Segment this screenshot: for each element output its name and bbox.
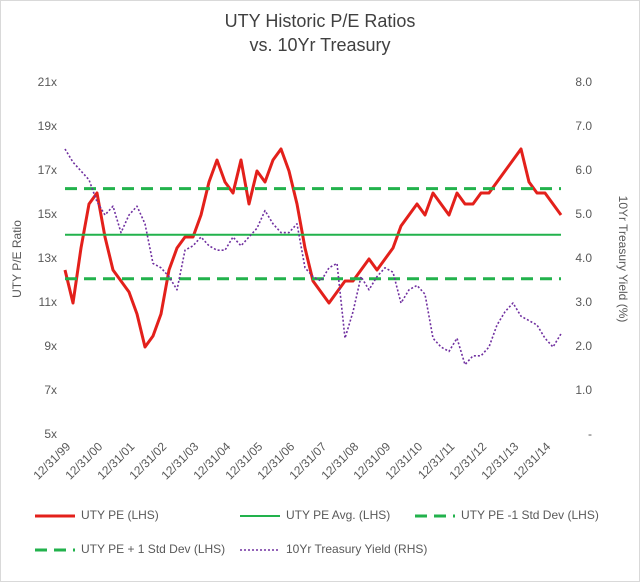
chart-subtitle: vs. 10Yr Treasury xyxy=(249,35,390,55)
legend-label: UTY PE Avg. (LHS) xyxy=(286,508,390,522)
y2-tick-label: - xyxy=(588,427,592,441)
y-tick-label: 9x xyxy=(44,339,57,353)
y-tick-label: 15x xyxy=(38,207,57,221)
y2-axis-label: 10Yr Treasury Yield (%) xyxy=(616,196,630,323)
chart-title: UTY Historic P/E Ratios xyxy=(225,11,416,31)
y2-tick-label: 8.0 xyxy=(575,75,592,89)
y-tick-label: 5x xyxy=(44,427,57,441)
y2-tick-label: 6.0 xyxy=(575,163,592,177)
y2-tick-label: 1.0 xyxy=(575,383,592,397)
legend-label: UTY PE (LHS) xyxy=(81,508,159,522)
legend-label: UTY PE + 1 Std Dev (LHS) xyxy=(81,542,225,556)
legend-label: 10Yr Treasury Yield (RHS) xyxy=(286,542,427,556)
y-tick-label: 21x xyxy=(38,75,57,89)
y-tick-label: 17x xyxy=(38,163,57,177)
y-tick-label: 11x xyxy=(39,295,57,309)
y2-tick-label: 7.0 xyxy=(575,119,592,133)
y-tick-label: 7x xyxy=(44,383,57,397)
series-line xyxy=(64,148,562,366)
y2-tick-label: 5.0 xyxy=(575,207,592,221)
y-tick-label: 13x xyxy=(38,251,57,265)
y2-tick-label: 4.0 xyxy=(575,251,592,265)
y-axis-label: UTY P/E Ratio xyxy=(10,220,24,298)
y2-tick-label: 3.0 xyxy=(575,295,592,309)
y-tick-label: 19x xyxy=(38,119,57,133)
legend-label: UTY PE -1 Std Dev (LHS) xyxy=(461,508,599,522)
series-line xyxy=(63,147,563,349)
y2-tick-label: 2.0 xyxy=(575,339,592,353)
